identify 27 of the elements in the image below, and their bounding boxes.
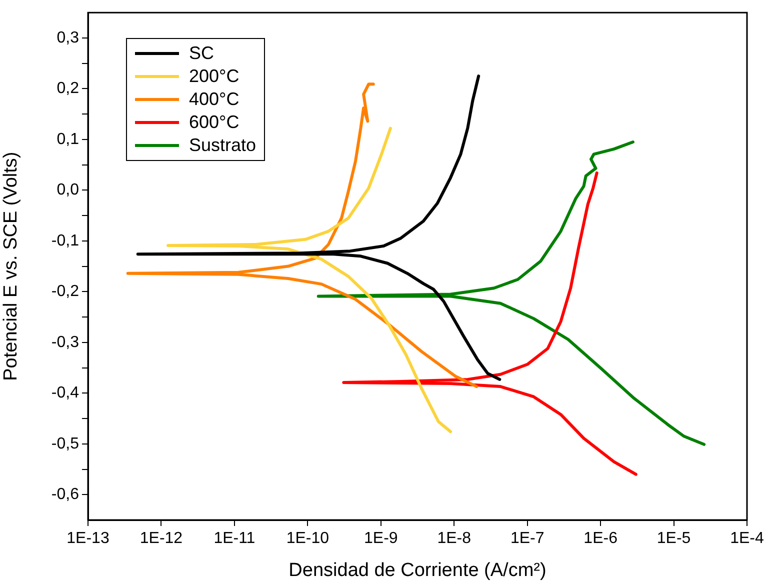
y-tick-label: -0,1: [51, 232, 80, 250]
y-tick-label: -0,4: [51, 384, 80, 402]
y-tick-label: -0,5: [51, 435, 80, 452]
x-tick-label: 1E-5: [656, 530, 691, 548]
y-tick-label: 0,1: [56, 130, 80, 148]
y-axis-title: Potencial E vs. SCE (Volts): [0, 152, 22, 381]
legend-label: 600°C: [189, 112, 240, 133]
x-tick-label: 1E-7: [510, 530, 544, 548]
x-tick-label: 1E-10: [286, 530, 330, 548]
y-tick-label: 0,0: [56, 182, 80, 199]
legend-label: Sustrato: [189, 135, 256, 156]
y-tick-label: -0,3: [51, 334, 80, 351]
x-tick-label: 1E-9: [364, 530, 398, 548]
y-tick-label: -0,2: [51, 283, 80, 300]
x-tick-label: 1E-4: [730, 530, 764, 548]
x-axis-title: Densidad de Corriente (A/cm²): [288, 560, 546, 581]
x-tick-label: 1E-6: [584, 530, 618, 548]
x-tick-label: 1E-13: [66, 530, 110, 548]
legend-label: SC: [189, 43, 214, 64]
legend-label: 200°C: [189, 66, 240, 87]
y-tick-label: -0,6: [51, 486, 80, 504]
x-tick-label: 1E-8: [437, 530, 472, 548]
x-tick-label: 1E-11: [214, 530, 256, 548]
y-tick-label: 0,2: [56, 80, 80, 98]
y-tick-label: 0,3: [56, 29, 80, 46]
legend-label: 400°C: [189, 89, 240, 110]
x-tick-label: 1E-12: [140, 530, 183, 548]
